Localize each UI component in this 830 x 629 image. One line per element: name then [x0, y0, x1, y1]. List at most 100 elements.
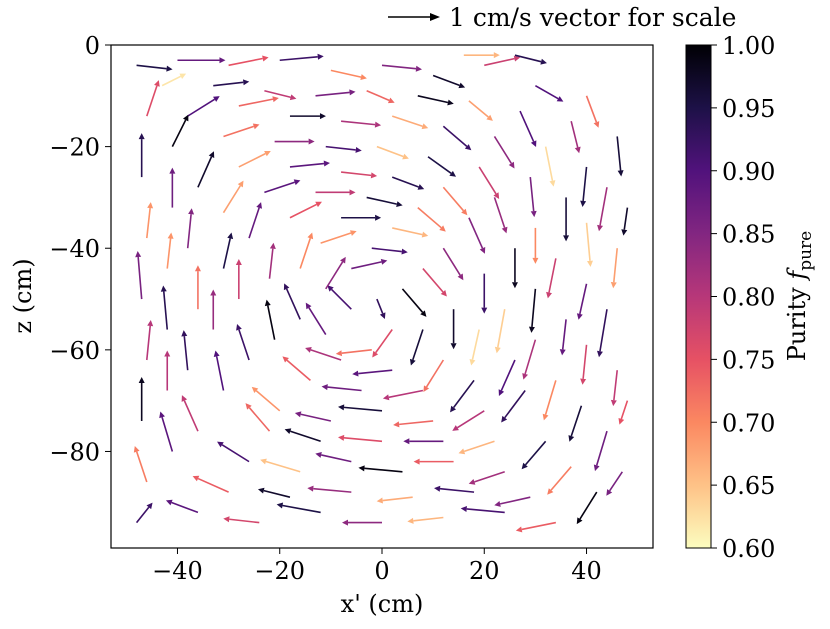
- vector-arrow: [563, 197, 570, 242]
- vector-arrow: [282, 356, 311, 381]
- vector-arrow: [135, 251, 143, 300]
- colorbar-tick-label: 0.90: [722, 158, 775, 186]
- vector-arrow: [484, 55, 521, 67]
- vector-arrow: [197, 151, 215, 188]
- colorbar-tick-label: 0.85: [722, 221, 775, 249]
- vector-arrow: [305, 302, 327, 336]
- vector-arrow: [245, 403, 271, 432]
- vector-arrow: [498, 359, 516, 397]
- vector-arrow: [238, 150, 271, 168]
- vector-arrow: [366, 196, 403, 208]
- vector-arrow: [274, 138, 315, 145]
- vector-arrow: [468, 471, 505, 485]
- vector-arrow: [305, 347, 342, 361]
- vector-arrow: [146, 80, 160, 117]
- vector-arrow: [403, 438, 444, 445]
- vector-arrow: [235, 259, 242, 300]
- vector-arrow: [422, 268, 447, 297]
- vector-arrow: [138, 133, 145, 178]
- vector-arrow: [407, 516, 444, 524]
- vector-arrow: [238, 96, 279, 107]
- y-tick-label: −60: [49, 337, 100, 365]
- y-tick-label: 0: [85, 32, 100, 60]
- vector-arrow: [409, 329, 424, 366]
- vector-arrow: [423, 359, 445, 393]
- vector-arrow: [159, 411, 174, 452]
- x-tick-label: 20: [469, 557, 500, 585]
- vector-arrow: [529, 177, 537, 218]
- vector-arrow: [351, 258, 388, 270]
- vector-arrow: [192, 475, 229, 493]
- vector-arrow: [392, 227, 429, 238]
- vector-arrow: [494, 496, 531, 507]
- vector-arrow: [171, 114, 189, 147]
- vector-arrow: [335, 349, 372, 357]
- vector-arrow: [248, 202, 263, 239]
- vector-arrow: [299, 232, 314, 269]
- vector-arrow: [213, 350, 225, 391]
- vector-arrow: [264, 89, 297, 101]
- vector-arrow: [341, 171, 378, 179]
- colorbar-tick-label: 1.00: [722, 32, 775, 60]
- vector-arrow: [138, 376, 145, 421]
- vector-arrow: [283, 283, 301, 320]
- vector-arrow: [501, 390, 526, 423]
- vector-arrow: [264, 179, 301, 194]
- colorbar-tick-label: 0.65: [722, 472, 775, 500]
- colorbar-ticks: 0.60 0.65 0.70 0.75 0.80 0.85 0.90 0.95 1.00: [711, 32, 775, 563]
- y-tick-label: −80: [49, 438, 100, 466]
- vector-arrow: [133, 445, 148, 483]
- vector-arrow: [186, 208, 195, 249]
- vector-arrow: [597, 187, 608, 232]
- x-axis: −40 −20 0 20 40: [152, 548, 602, 585]
- vector-arrow: [391, 176, 425, 190]
- vector-arrow: [213, 79, 250, 87]
- vector-arrow: [136, 64, 173, 72]
- vector-arrow: [160, 285, 169, 330]
- vector-arrow: [391, 115, 429, 130]
- vector-arrow: [210, 289, 217, 330]
- vector-arrow: [432, 74, 466, 89]
- vector-arrow: [468, 217, 486, 254]
- vector-arrow: [289, 160, 330, 168]
- vector-arrow: [460, 505, 505, 514]
- x-tick-label: 0: [374, 557, 389, 585]
- vector-arrow: [161, 73, 187, 87]
- vector-arrow: [228, 55, 269, 67]
- vector-arrow: [181, 330, 189, 371]
- vector-arrow: [618, 400, 629, 425]
- vector-arrow: [222, 180, 244, 214]
- vector-arrow: [417, 206, 446, 232]
- vector-arrow: [145, 320, 154, 361]
- vector-arrow: [166, 232, 174, 269]
- scale-key: 1 cm/s vector for scale: [388, 3, 736, 32]
- x-tick-label: −20: [254, 557, 305, 585]
- vector-arrow: [621, 207, 629, 236]
- colorbar-label: Purity fpure: [783, 231, 816, 362]
- vector-arrow: [478, 166, 500, 199]
- vector-arrow: [597, 309, 608, 358]
- vector-arrow: [442, 186, 468, 216]
- colorbar-gradient: [685, 44, 712, 549]
- vector-arrow: [450, 379, 475, 413]
- vector-arrow: [393, 420, 434, 428]
- colorbar-label-prefix: Purity: [783, 280, 811, 362]
- vector-arrow: [194, 265, 201, 310]
- vector-arrow: [521, 440, 547, 470]
- vector-arrow: [468, 100, 493, 121]
- vector-arrow: [580, 166, 588, 207]
- vector-arrow: [217, 441, 250, 463]
- vector-arrow: [580, 344, 588, 385]
- vector-arrow: [458, 440, 495, 455]
- vector-arrow: [187, 96, 220, 117]
- vector-arrow: [522, 339, 537, 380]
- vector-arrow: [325, 256, 346, 290]
- vector-arrow: [341, 214, 382, 221]
- vector-arrow: [546, 258, 557, 299]
- vector-arrow: [264, 299, 276, 340]
- vector-arrow: [181, 395, 199, 432]
- vector-arrow: [325, 145, 362, 153]
- colorbar-tick-label: 0.60: [722, 535, 775, 563]
- vector-arrow: [559, 319, 567, 356]
- colorbar-label-subscript: pure: [796, 231, 816, 271]
